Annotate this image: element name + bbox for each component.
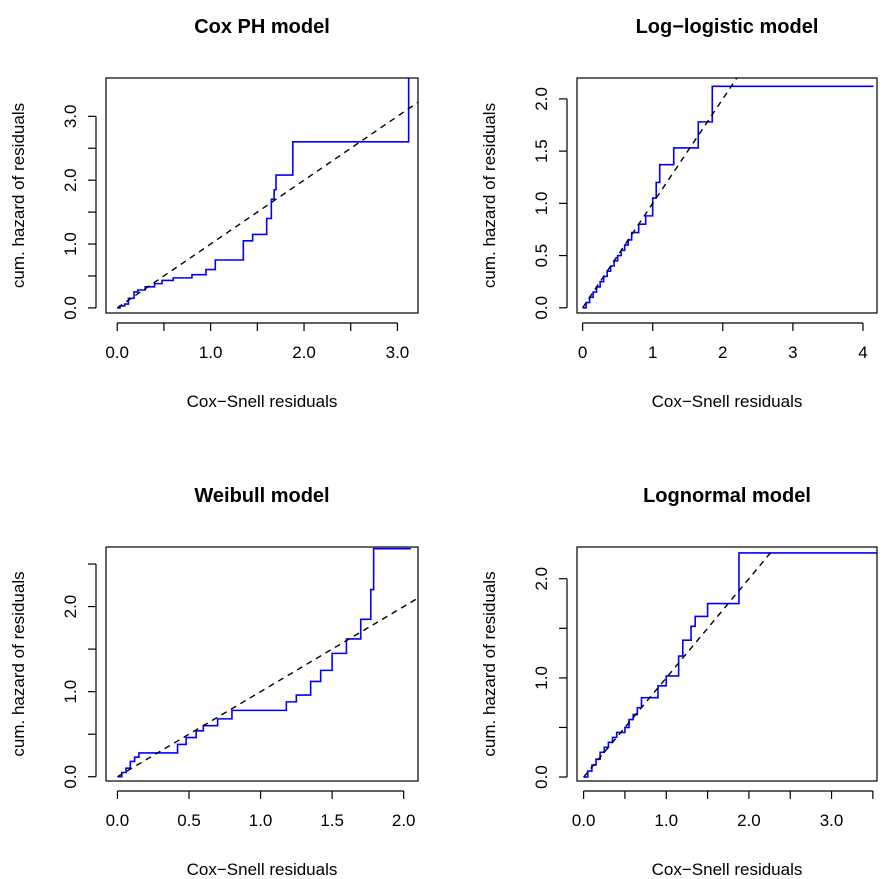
x-tick-label: 0.0 — [572, 811, 596, 830]
x-tick-label: 3.0 — [386, 343, 410, 362]
y-tick-label: 0.0 — [532, 765, 551, 789]
y-tick-label: 1.5 — [532, 139, 551, 163]
x-tick-label: 1.0 — [199, 343, 223, 362]
x-axis-label: Cox−Snell residuals — [187, 392, 338, 411]
y-tick-label: 0.0 — [532, 296, 551, 320]
cumulative-hazard-step-line — [582, 85, 874, 309]
x-tick-label: 0.0 — [106, 811, 130, 830]
y-tick-label: 0.5 — [532, 244, 551, 268]
x-tick-label: 3.0 — [820, 811, 844, 830]
panel-1: Cox PH model Cox−Snell residuals cum. haza… — [9, 16, 419, 411]
x-tick-label: 1 — [648, 343, 657, 362]
y-tick-label: 0.0 — [61, 296, 80, 320]
x-tick-label: 2.0 — [292, 343, 316, 362]
plot-frame — [105, 77, 419, 314]
x-tick-label: 1.0 — [654, 811, 678, 830]
y-tick-label: 1.0 — [61, 680, 80, 704]
y-axis-label: cum. hazard of residuals — [480, 103, 499, 288]
plot-frame — [576, 546, 878, 782]
y-tick-label: 1.0 — [532, 192, 551, 216]
x-tick-label: 2.0 — [737, 811, 761, 830]
reference-diagonal-line — [117, 597, 418, 778]
x-tick-label: 0.0 — [105, 343, 129, 362]
reference-diagonal-line — [582, 78, 738, 309]
y-tick-label: 2.0 — [532, 567, 551, 591]
reference-diagonal-line — [583, 548, 775, 778]
x-axis-label: Cox−Snell residuals — [652, 392, 803, 411]
y-tick-label: 1.0 — [532, 666, 551, 690]
y-tick-label: 2.0 — [61, 168, 80, 192]
plot-title: Log−logistic model — [636, 16, 819, 38]
cumulative-hazard-step-line — [583, 552, 877, 778]
plot-title: Weibull model — [194, 485, 329, 507]
y-tick-label: 1.0 — [61, 232, 80, 256]
y-axis-label: cum. hazard of residuals — [9, 571, 28, 756]
x-tick-label: 3 — [788, 343, 797, 362]
x-tick-label: 2.0 — [392, 811, 416, 830]
x-axis-label: Cox−Snell residuals — [187, 860, 338, 879]
cumulative-hazard-step-line — [117, 547, 411, 778]
y-tick-label: 2.0 — [61, 595, 80, 619]
x-tick-label: 2 — [718, 343, 727, 362]
plot-frame — [576, 77, 878, 314]
plot-title: Cox PH model — [194, 16, 330, 38]
y-axis-label: cum. hazard of residuals — [480, 571, 499, 756]
y-tick-label: 2.0 — [532, 87, 551, 111]
x-tick-label: 1.5 — [320, 811, 344, 830]
cumulative-hazard-step-line — [117, 78, 411, 309]
reference-diagonal-line — [116, 101, 418, 309]
x-tick-label: 0 — [578, 343, 587, 362]
y-tick-label: 0.0 — [61, 765, 80, 789]
x-axis-label: Cox−Snell residuals — [652, 860, 803, 879]
plot-frame — [105, 546, 419, 782]
y-axis-label: cum. hazard of residuals — [9, 103, 28, 288]
panel-3: Weibull model Cox−Snell residuals cum. haz… — [9, 485, 419, 879]
y-tick-label: 3.0 — [61, 104, 80, 128]
x-tick-label: 0.5 — [177, 811, 201, 830]
panel-2: Log−logistic model Cox−Snell residuals cum… — [480, 16, 878, 411]
plot-title: Lognormal model — [643, 485, 811, 507]
panel-4: Lognormal model Cox−Snell residuals cum. h… — [480, 485, 878, 879]
x-tick-label: 1.0 — [249, 811, 273, 830]
x-tick-label: 4 — [858, 343, 867, 362]
